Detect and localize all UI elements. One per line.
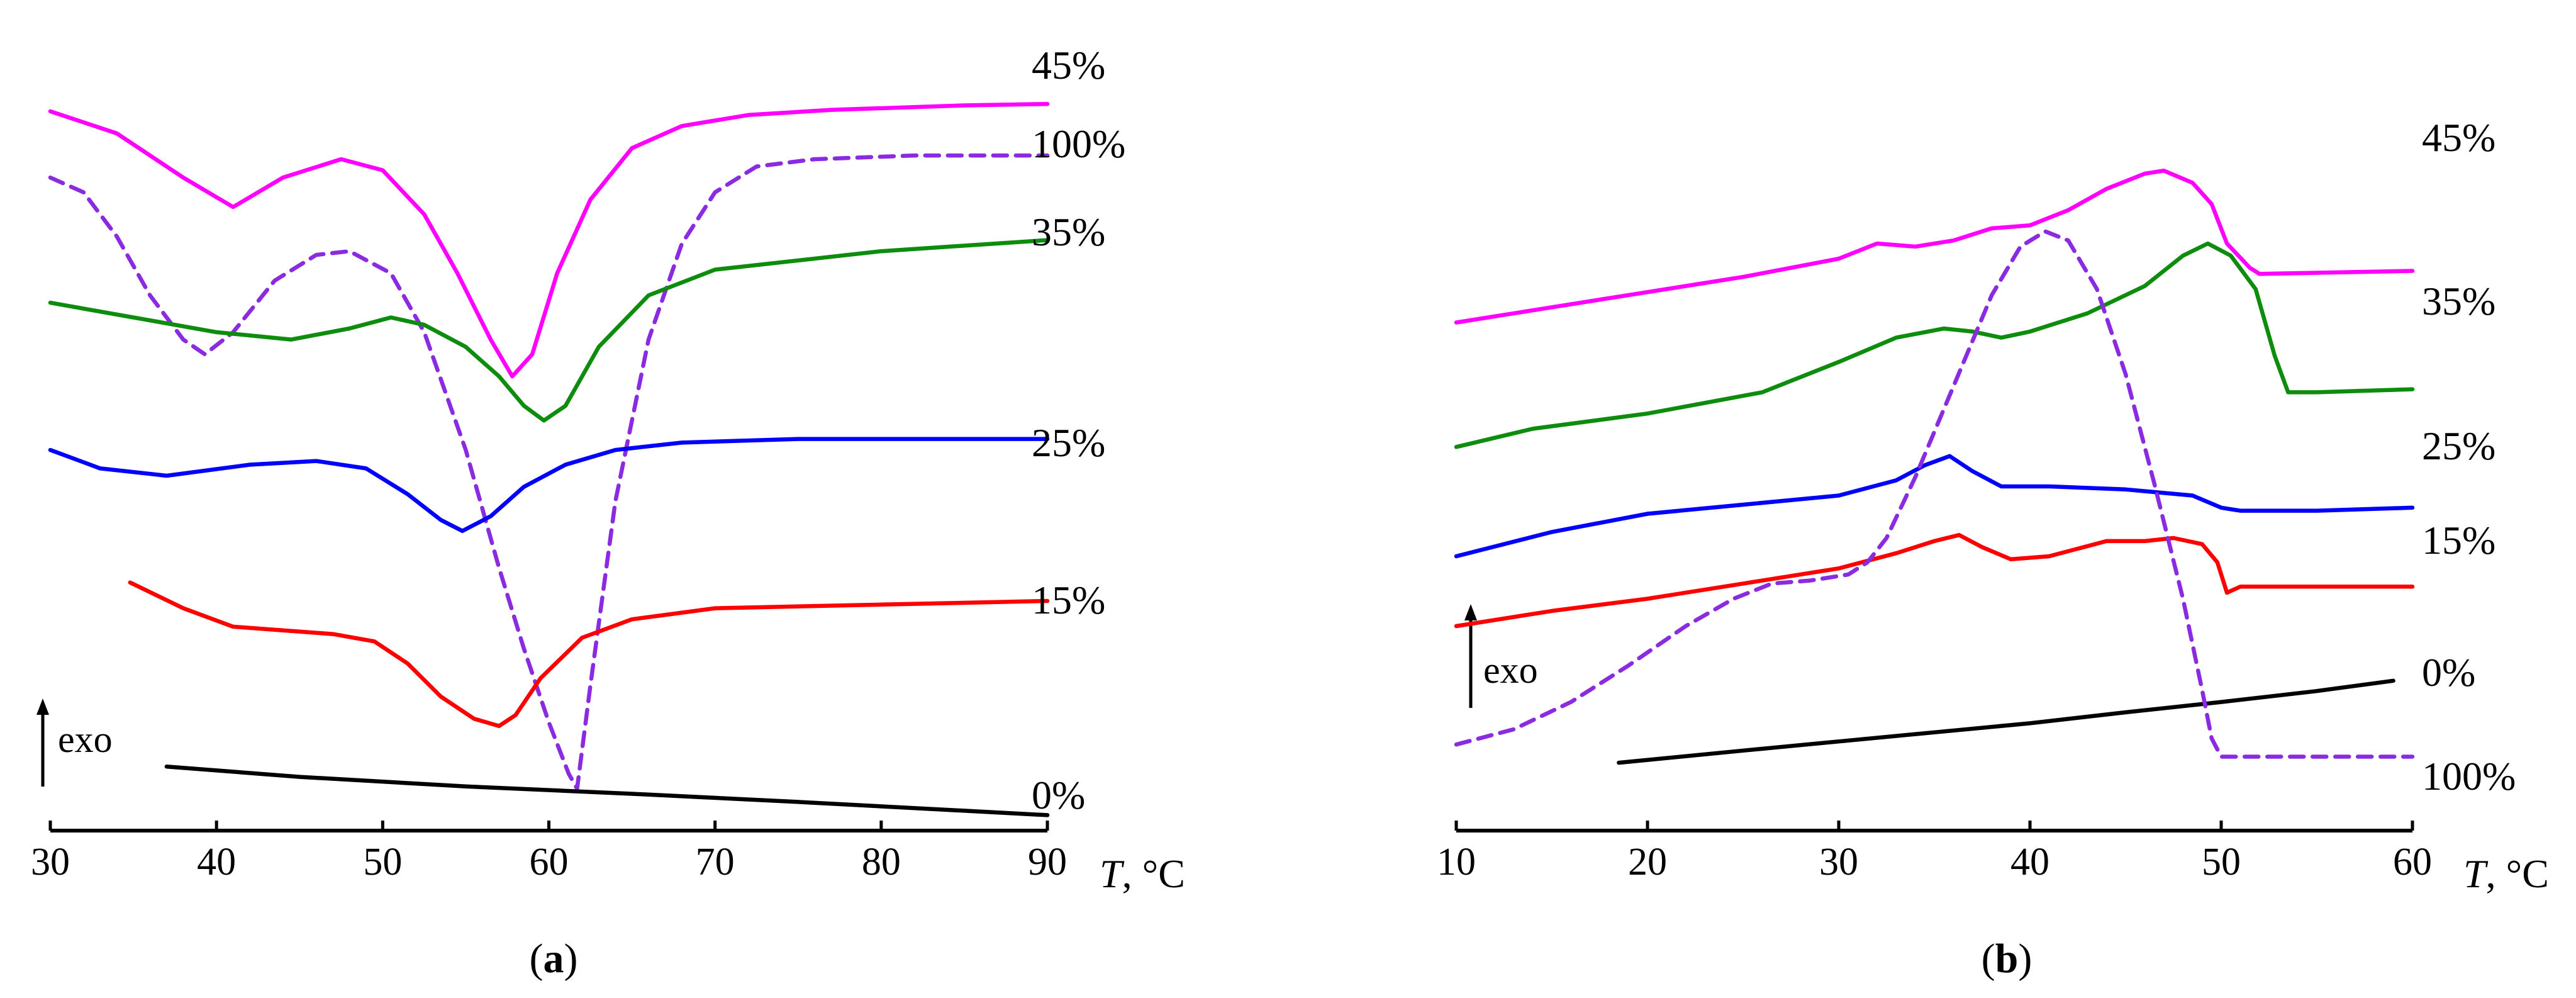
series-line-25pct bbox=[48, 437, 1050, 534]
series-line-100pct bbox=[1454, 229, 2415, 759]
series-line-100pct bbox=[48, 153, 1050, 791]
series-label-100pct: 100% bbox=[1032, 121, 1125, 166]
panel-b-x-axis-title: T, °C bbox=[2463, 851, 2549, 896]
chart-panel-b: (b) T, °C exo 10 20 30 40 50 60 45% 35% 25% 15% 0%… bbox=[1437, 115, 2549, 982]
panel-a-label: (a) bbox=[530, 936, 578, 982]
series-label-35pct: 35% bbox=[1032, 210, 1105, 254]
x-tick-label-80: 80 bbox=[862, 841, 901, 883]
series-line-0pct bbox=[1617, 678, 2395, 765]
x-tick-label-30: 30 bbox=[1819, 841, 1858, 883]
chart-panel-a: (a) T, °C exo 30 40 50 60 70 80 90 45% 100% 35% 25… bbox=[31, 43, 1185, 982]
x-tick-label-40: 40 bbox=[2010, 841, 2049, 883]
x-tick-label-60: 60 bbox=[530, 841, 569, 883]
series-label-45pct: 45% bbox=[2422, 115, 2495, 160]
series-label-0pct: 0% bbox=[2422, 650, 2475, 695]
x-tick-label-10: 10 bbox=[1437, 841, 1476, 883]
x-tick-label-30: 30 bbox=[31, 841, 70, 883]
x-tick-label-90: 90 bbox=[1028, 841, 1067, 883]
x-tick-label-50: 50 bbox=[363, 841, 402, 883]
series-label-25pct: 25% bbox=[1032, 420, 1105, 465]
x-tick-label-40: 40 bbox=[197, 841, 236, 883]
series-line-35pct bbox=[1454, 241, 2415, 449]
series-label-45pct: 45% bbox=[1032, 43, 1105, 87]
series-line-15pct bbox=[128, 580, 1050, 729]
exo-arrow-head-icon bbox=[36, 698, 49, 715]
x-tick-label-60: 60 bbox=[2393, 841, 2432, 883]
series-label-0pct: 0% bbox=[1032, 773, 1085, 817]
series-line-25pct bbox=[1454, 454, 2415, 559]
series-label-100pct: 100% bbox=[2422, 754, 2516, 799]
series-line-15pct bbox=[1454, 532, 2415, 629]
series-label-35pct: 35% bbox=[2422, 279, 2495, 323]
series-line-45pct bbox=[48, 101, 1050, 379]
x-tick-label-70: 70 bbox=[696, 841, 735, 883]
series-line-45pct bbox=[1454, 168, 2415, 325]
x-tick-label-50: 50 bbox=[2202, 841, 2241, 883]
exo-arrow-head-icon bbox=[1464, 604, 1477, 620]
panel-b-exo-label: exo bbox=[1483, 649, 1538, 691]
panel-b-label: (b) bbox=[1982, 936, 2032, 982]
series-line-35pct bbox=[48, 238, 1050, 423]
series-label-15pct: 15% bbox=[1032, 578, 1105, 622]
panel-a-exo-label: exo bbox=[58, 719, 113, 760]
series-label-15pct: 15% bbox=[2422, 518, 2495, 563]
panel-a-x-axis-title: T, °C bbox=[1100, 851, 1185, 896]
series-line-0pct bbox=[164, 764, 1050, 817]
x-tick-label-20: 20 bbox=[1628, 841, 1667, 883]
series-label-25pct: 25% bbox=[2422, 423, 2495, 468]
